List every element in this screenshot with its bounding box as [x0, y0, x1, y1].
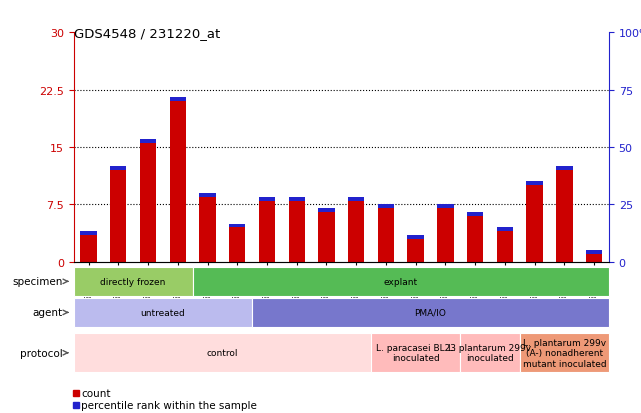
Bar: [80, 232, 97, 235]
Bar: [467, 213, 483, 262]
Bar: [378, 205, 394, 209]
Bar: [80, 232, 97, 262]
Bar: [348, 197, 364, 262]
Bar: [556, 167, 572, 262]
Bar: [556, 167, 572, 171]
Bar: [170, 98, 186, 102]
Bar: [586, 251, 603, 254]
Bar: [319, 209, 335, 262]
Bar: [170, 98, 186, 262]
Bar: [497, 228, 513, 262]
Bar: [467, 213, 483, 216]
Text: protocol: protocol: [20, 348, 63, 358]
Bar: [140, 140, 156, 144]
Bar: [199, 193, 216, 197]
Bar: [110, 167, 126, 262]
Text: L. paracasei BL23
inoculated: L. paracasei BL23 inoculated: [376, 343, 456, 363]
Bar: [319, 209, 335, 213]
Text: specimen: specimen: [12, 277, 63, 287]
Bar: [288, 197, 305, 201]
Text: PMA/IO: PMA/IO: [415, 308, 447, 317]
Bar: [288, 197, 305, 262]
Text: untreated: untreated: [140, 308, 185, 317]
Bar: [110, 167, 126, 171]
Text: explant: explant: [384, 277, 418, 286]
Bar: [378, 205, 394, 262]
Bar: [526, 182, 543, 186]
Bar: [199, 193, 216, 262]
Text: L. plantarum 299v
(A-) nonadherent
mutant inoculated: L. plantarum 299v (A-) nonadherent mutan…: [522, 338, 606, 368]
Text: count: count: [81, 388, 111, 398]
Bar: [437, 205, 454, 262]
Bar: [140, 140, 156, 262]
Bar: [437, 205, 454, 209]
Bar: [497, 228, 513, 232]
Bar: [526, 182, 543, 262]
Bar: [408, 235, 424, 239]
Bar: [229, 224, 246, 262]
Bar: [586, 251, 603, 262]
Bar: [259, 197, 275, 201]
Bar: [229, 224, 246, 228]
Text: L. plantarum 299v
inoculated: L. plantarum 299v inoculated: [449, 343, 531, 363]
Text: control: control: [206, 349, 238, 357]
Text: GDS4548 / 231220_at: GDS4548 / 231220_at: [74, 27, 220, 40]
Bar: [408, 235, 424, 262]
Text: agent: agent: [33, 308, 63, 318]
Bar: [348, 197, 364, 201]
Bar: [259, 197, 275, 262]
Text: percentile rank within the sample: percentile rank within the sample: [81, 400, 257, 410]
Text: directly frozen: directly frozen: [101, 277, 166, 286]
